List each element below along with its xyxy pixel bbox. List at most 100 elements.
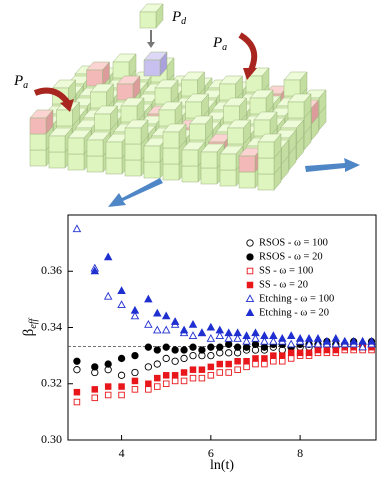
point bbox=[260, 336, 269, 345]
cube-front bbox=[223, 105, 240, 123]
point bbox=[215, 331, 225, 339]
point bbox=[233, 343, 242, 351]
point bbox=[118, 383, 125, 390]
label-symbol: P bbox=[171, 9, 181, 25]
legend-label: Etching - ω = 100 bbox=[259, 293, 334, 304]
point bbox=[104, 391, 112, 399]
point bbox=[180, 346, 188, 354]
point bbox=[251, 328, 260, 337]
cube-front bbox=[238, 171, 256, 189]
point bbox=[313, 339, 323, 348]
cube-front bbox=[181, 79, 198, 97]
point bbox=[131, 351, 139, 360]
cube-front bbox=[245, 75, 263, 93]
cube-front bbox=[162, 147, 180, 165]
point bbox=[278, 334, 287, 342]
point bbox=[91, 363, 99, 371]
label-symbol: P bbox=[13, 73, 23, 89]
y-tick-label: 0.36 bbox=[41, 263, 62, 277]
point bbox=[188, 319, 198, 328]
point bbox=[225, 349, 233, 357]
point bbox=[73, 357, 81, 365]
y-axis-symbol: β bbox=[21, 329, 37, 337]
cube-front bbox=[257, 173, 275, 191]
label-pd: Pd bbox=[171, 9, 187, 27]
point bbox=[287, 355, 295, 362]
point bbox=[103, 291, 113, 300]
legend-marker bbox=[245, 308, 255, 317]
point bbox=[224, 334, 233, 342]
point bbox=[252, 355, 259, 362]
y-tick-label: 0.30 bbox=[41, 432, 62, 446]
point bbox=[104, 360, 112, 368]
point bbox=[260, 331, 269, 339]
point bbox=[104, 383, 112, 390]
label-sub: a bbox=[222, 42, 227, 53]
cube-front bbox=[56, 109, 73, 127]
point bbox=[117, 300, 126, 309]
point bbox=[153, 308, 162, 317]
y-tick-label: 0.32 bbox=[41, 376, 62, 390]
cube-front bbox=[120, 105, 138, 123]
legend-marker bbox=[246, 239, 254, 247]
point bbox=[207, 351, 215, 360]
cube-front bbox=[29, 149, 47, 167]
legend-marker bbox=[246, 281, 254, 289]
point bbox=[304, 339, 314, 348]
cube-front bbox=[112, 61, 130, 79]
point bbox=[180, 377, 188, 385]
legend-label: RSOS - ω = 20 bbox=[259, 251, 323, 262]
point bbox=[207, 372, 215, 379]
cube-front bbox=[154, 87, 172, 105]
cube-front bbox=[48, 151, 66, 169]
point bbox=[153, 325, 162, 334]
cube-front bbox=[139, 11, 157, 29]
point bbox=[225, 340, 233, 349]
red-arrow bbox=[238, 32, 258, 74]
point bbox=[279, 358, 286, 365]
cube-front bbox=[283, 79, 301, 97]
cube-front bbox=[124, 159, 142, 177]
point bbox=[269, 336, 278, 345]
point bbox=[91, 394, 99, 402]
point bbox=[130, 311, 140, 320]
point bbox=[269, 331, 278, 339]
point bbox=[171, 372, 179, 379]
point bbox=[314, 346, 322, 354]
cube-front bbox=[143, 161, 161, 179]
x-tick-label: 6 bbox=[208, 446, 214, 460]
point bbox=[305, 349, 313, 357]
legend-marker bbox=[245, 294, 255, 303]
cube-front bbox=[116, 83, 134, 101]
cube-front bbox=[158, 109, 176, 127]
point bbox=[224, 328, 233, 337]
cube-front bbox=[29, 117, 47, 135]
cube-front bbox=[219, 153, 237, 171]
y-tick-label: 0.34 bbox=[41, 319, 62, 333]
point bbox=[358, 336, 367, 345]
cube-front bbox=[253, 119, 271, 137]
point bbox=[270, 352, 277, 359]
cube-front bbox=[86, 139, 104, 157]
cube-front bbox=[124, 143, 142, 161]
point bbox=[144, 363, 152, 371]
point bbox=[287, 349, 295, 357]
point bbox=[233, 334, 242, 342]
point bbox=[144, 343, 152, 351]
point bbox=[332, 346, 340, 354]
cube-front bbox=[143, 59, 161, 77]
point bbox=[225, 369, 232, 376]
point bbox=[252, 360, 259, 368]
illustration bbox=[29, 3, 360, 207]
point bbox=[180, 354, 188, 363]
cube-front bbox=[200, 167, 218, 185]
label-pa: Pa bbox=[212, 35, 227, 53]
point bbox=[73, 388, 81, 396]
point bbox=[261, 355, 268, 362]
point bbox=[331, 334, 341, 342]
cube-front bbox=[90, 91, 107, 109]
point bbox=[117, 286, 126, 294]
point bbox=[198, 346, 206, 354]
point bbox=[131, 368, 139, 377]
